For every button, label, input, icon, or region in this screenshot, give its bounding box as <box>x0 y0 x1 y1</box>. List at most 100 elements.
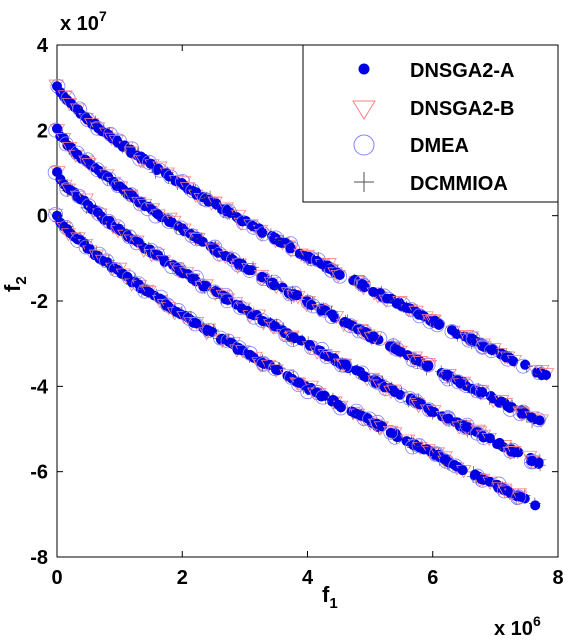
point-dmea <box>150 246 165 262</box>
y-tick-label: -4 <box>30 376 49 398</box>
point-dnsga2-a <box>541 369 552 380</box>
point-dnsga2-a <box>296 335 307 346</box>
point-dnsga2-a <box>257 315 268 326</box>
point-dnsga2-a <box>477 387 488 398</box>
legend-label-dcmmioa: DCMMIOA <box>410 173 508 195</box>
point-dnsga2-a <box>433 319 444 330</box>
point-dmea <box>355 277 371 293</box>
legend-marker-dnsga2-a <box>358 63 370 75</box>
y-exponent-label: x 107 <box>60 8 107 35</box>
point-dnsga2-a <box>334 269 345 280</box>
point-dnsga2-a <box>416 399 427 410</box>
point-dmea <box>511 489 527 505</box>
point-dnsga2-a <box>455 378 466 389</box>
y-tick-label: -2 <box>30 291 48 313</box>
point-dmea <box>420 357 436 373</box>
legend-label-dnsga2-a: DNSGA2-A <box>410 60 514 82</box>
point-dnsga2-a <box>451 329 462 340</box>
point-dnsga2-a <box>246 265 257 276</box>
legend-label-dmea: DMEA <box>410 135 469 157</box>
y-tick-label: 2 <box>37 120 48 142</box>
point-dnsga2-a <box>530 500 541 511</box>
point-dnsga2-a <box>429 406 440 417</box>
point-dnsga2-a <box>357 279 368 290</box>
point-dnsga2-a <box>333 399 344 410</box>
point-dnsga2-a <box>389 387 400 398</box>
point-dnsga2-a <box>257 271 268 282</box>
point-dmea <box>450 374 466 390</box>
point-dnsga2-a <box>159 256 170 267</box>
point-dmea <box>337 358 353 373</box>
legend-marker-dcmmioa <box>354 172 374 192</box>
y-tick-label: 4 <box>37 35 49 57</box>
x-tick-label: 0 <box>51 567 62 589</box>
x-exponent-label: x 106 <box>494 613 541 640</box>
point-dnsga2-a <box>527 455 538 466</box>
x-tick-label: 4 <box>302 567 314 589</box>
point-dnsga2-a <box>351 365 362 376</box>
point-dnsga2-a <box>401 302 412 313</box>
point-dnsga2-a <box>486 345 497 356</box>
point-dnsga2-a <box>303 251 314 262</box>
point-dnsga2-a <box>304 339 315 350</box>
point-dnsga2-a <box>449 460 460 471</box>
point-dnsga2-a <box>520 359 531 370</box>
point-dnsga2-a <box>306 300 317 311</box>
legend-box <box>302 44 559 203</box>
point-dmea <box>221 203 237 219</box>
legend-marker-dnsga2-b <box>352 100 376 120</box>
point-dnsga2-a <box>391 344 402 355</box>
point-dmea <box>332 268 348 284</box>
x-axis-label: f1 <box>322 582 338 612</box>
point-dnsga2-a <box>425 446 436 457</box>
x-tick-label: 2 <box>177 567 188 589</box>
point-dnsga2-a <box>515 491 526 502</box>
point-dnsga2-a <box>494 437 505 448</box>
point-dnsga2-a <box>508 356 519 367</box>
point-dmea <box>47 164 63 180</box>
y-axis-label: f2 <box>0 276 30 292</box>
point-dnsga2-a <box>191 318 202 329</box>
point-dnsga2-a <box>484 433 495 444</box>
point-dnsga2-a <box>269 321 280 332</box>
tick-labels: 0 2 4 6 8 -8 -6 -4 -2 0 2 4 <box>30 35 563 589</box>
y-tick-label: -8 <box>30 547 48 569</box>
point-dnsga2-a <box>485 391 496 402</box>
data-fronts <box>47 78 555 511</box>
point-dnsga2-a <box>509 447 520 458</box>
point-dnsga2-a <box>423 361 434 372</box>
point-dnsga2-a <box>285 243 296 254</box>
point-dnsga2-a <box>457 465 468 476</box>
point-dnsga2-a <box>340 359 351 370</box>
point-dnsga2-a <box>526 412 537 423</box>
point-dnsga2-a <box>52 123 62 134</box>
point-dnsga2-a <box>462 422 473 433</box>
point-dmea <box>475 384 490 400</box>
point-dmea <box>438 368 454 384</box>
point-dnsga2-a <box>443 413 454 424</box>
point-dnsga2-a <box>292 290 303 301</box>
point-dnsga2-a <box>327 309 338 320</box>
point-dmea <box>324 309 340 325</box>
point-dnsga2-a <box>342 318 353 329</box>
y-tick-label: 0 <box>37 206 48 228</box>
point-dmea <box>484 343 499 359</box>
point-dnsga2-a <box>257 227 268 238</box>
legend-label-dnsga2-b: DNSGA2-B <box>410 98 514 120</box>
point-dnsga2-a <box>358 370 369 381</box>
point-dnsga2-a <box>417 310 428 321</box>
point-dnsga2-a <box>245 350 256 361</box>
point-dmea <box>171 261 187 277</box>
point-dnsga2-a <box>502 401 513 412</box>
point-dmea <box>383 424 399 440</box>
x-tick-label: 8 <box>552 567 563 589</box>
point-dnsga2-a <box>385 427 396 438</box>
point-dnsga2-a <box>153 163 164 174</box>
point-dnsga2-a <box>368 331 379 342</box>
point-dnsga2-a <box>534 415 545 426</box>
legend: DNSGA2-A DNSGA2-B DMEA DCMMIOA <box>302 44 559 203</box>
point-dnsga2-a <box>273 365 284 376</box>
point-dnsga2-a <box>470 469 481 480</box>
point-dnsga2-a <box>442 369 453 380</box>
